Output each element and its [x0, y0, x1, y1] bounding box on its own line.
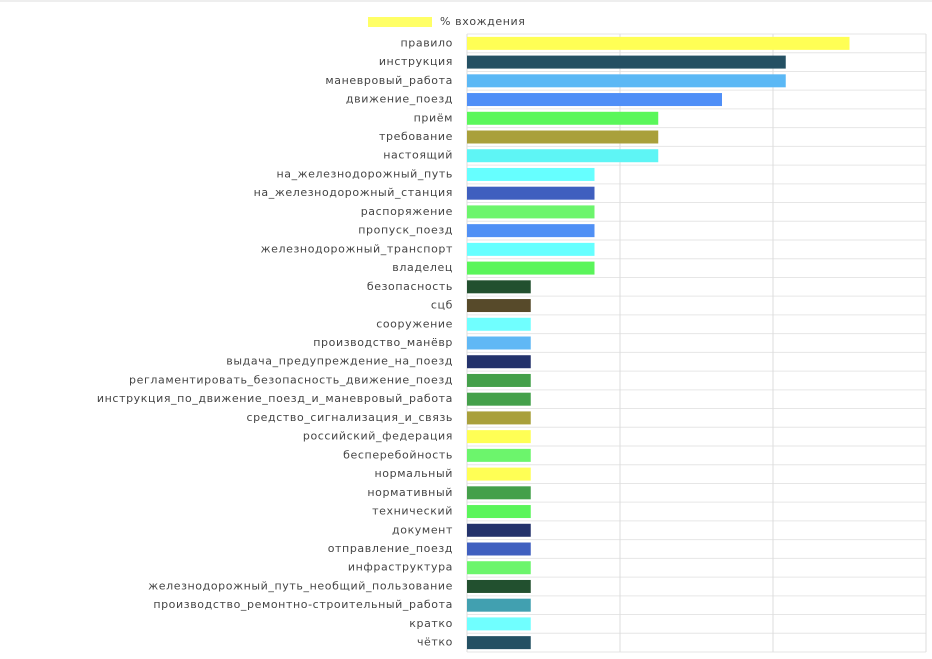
- bar: [467, 205, 595, 219]
- y-tick-label: технический: [372, 505, 453, 518]
- y-tick-label: выдача_предупреждение_на_поезд: [226, 355, 453, 368]
- y-tick-label: движение_поезд: [346, 93, 453, 106]
- bar: [467, 523, 531, 537]
- y-tick-label: бесперебойность: [343, 448, 453, 461]
- y-tick-label: сооружение: [376, 317, 453, 330]
- y-tick-label: производство_манёвр: [313, 336, 453, 349]
- y-tick-label: правило: [400, 36, 453, 49]
- y-tick-label: маневровый_работа: [325, 74, 453, 87]
- bar: [467, 467, 531, 481]
- bar: [467, 149, 659, 163]
- legend-label: % вхождения: [440, 15, 526, 28]
- bar: [467, 74, 786, 88]
- bar: [467, 261, 595, 275]
- bar: [467, 36, 850, 50]
- y-tick-label: железнодорожный_транспорт: [261, 242, 453, 255]
- bar: [467, 224, 595, 238]
- y-tick-label: настоящий: [383, 149, 453, 162]
- bar: [467, 579, 531, 593]
- bar: [467, 542, 531, 556]
- y-tick-label: приём: [414, 111, 453, 124]
- y-tick-label: инфраструктура: [348, 561, 453, 574]
- bar: [467, 55, 786, 69]
- bar: [467, 411, 531, 425]
- bar: [467, 280, 531, 294]
- bar: [467, 111, 659, 125]
- y-tick-label: пропуск_поезд: [358, 224, 453, 237]
- bar: [467, 598, 531, 612]
- y-tick-label: регламентировать_безопасность_движение_п…: [129, 373, 453, 386]
- y-tick-label: чётко: [417, 636, 453, 649]
- y-tick-label: российский_федерация: [303, 430, 453, 443]
- legend-swatch: [368, 17, 432, 27]
- bar: [467, 336, 531, 350]
- y-tick-label: безопасность: [367, 280, 453, 293]
- y-tick-label: железнодорожный_путь_необщий_пользование: [148, 579, 453, 592]
- y-tick-label: средство_сигнализация_и_связь: [246, 411, 453, 424]
- y-tick-label: на_железнодорожный_станция: [254, 186, 453, 199]
- bar: [467, 93, 722, 107]
- bar: [467, 317, 531, 331]
- y-tick-label: нормативный: [367, 486, 453, 499]
- y-tick-label: нормальный: [375, 467, 453, 480]
- bar: [467, 448, 531, 462]
- y-tick-label: инструкция: [379, 55, 453, 68]
- bar: [467, 373, 531, 387]
- y-tick-label: инструкция_по_движение_поезд_и_маневровы…: [97, 392, 453, 405]
- bar: [467, 167, 595, 181]
- bar: [467, 186, 595, 200]
- bar: [467, 130, 659, 144]
- bar: [467, 486, 531, 500]
- bar: [467, 430, 531, 444]
- bar: [467, 505, 531, 519]
- y-tick-label: распоряжение: [361, 205, 453, 218]
- y-tick-label: на_железнодорожный_путь: [276, 167, 453, 180]
- y-tick-label: отправление_поезд: [328, 542, 453, 555]
- y-tick-label: требование: [379, 130, 453, 143]
- y-tick-label: владелец: [392, 261, 453, 274]
- bar: [467, 617, 531, 631]
- bar: [467, 299, 531, 313]
- y-tick-label: производство_ремонтно-строительный_работ…: [153, 598, 453, 611]
- y-tick-label: кратко: [409, 617, 453, 630]
- bar: [467, 242, 595, 256]
- bar: [467, 392, 531, 406]
- y-tick-label: документ: [392, 523, 453, 536]
- y-tick-label: сцб: [431, 299, 453, 312]
- bar: [467, 355, 531, 369]
- bar: [467, 636, 531, 650]
- bar: [467, 561, 531, 575]
